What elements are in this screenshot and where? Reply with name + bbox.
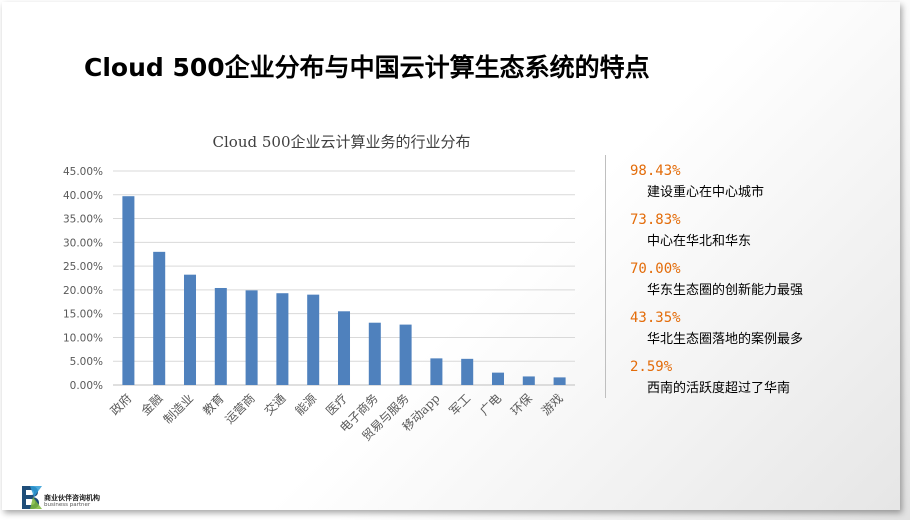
bar [214,287,227,385]
stat-desc: 华东生态圈的创新能力最强 [647,283,804,298]
company-logo-icon [22,486,42,509]
y-tick-label: 25.00% [63,261,103,273]
stat-value: 73.83% [630,212,681,228]
stat-item: 73.83% 中心在华北和华东 [630,209,890,258]
bar [307,294,320,385]
logo-subtitle: business partner [44,502,91,508]
y-tick-label: 30.00% [63,237,103,249]
stat-desc: 华北生态圈落地的案例最多 [647,332,804,347]
bar [522,376,535,385]
y-tick-label: 45.00% [63,166,103,178]
page-title: Cloud 500企业分布与中国云计算生态系统的特点 [84,53,650,82]
x-tick-label: 广电 [477,391,504,418]
x-tick-label: 游戏 [539,391,566,418]
stat-item: 2.59% 西南的活跃度超过了华南 [630,356,890,405]
x-tick-label: 制造业 [161,391,196,426]
x-tick-label: 医疗 [323,391,350,418]
bar [430,358,443,385]
x-tick-label: 政府 [107,391,135,419]
y-tick-label: 0.00% [70,380,103,392]
bar [553,377,566,385]
stat-value: 2.59% [630,359,673,375]
x-tick-label: 军工 [446,391,473,418]
bar [153,251,166,385]
stats-list: 98.43% 建设重心在中心城市 73.83% 中心在华北和华东 70.00% … [630,160,890,405]
x-tick-label: 环保 [508,391,535,418]
stat-desc: 建设重心在中心城市 [647,185,765,200]
x-tick-label: 教育 [199,391,227,419]
bar [245,290,258,385]
x-tick-label: 金融 [138,391,166,419]
stat-item: 70.00% 华东生态圈的创新能力最强 [630,258,890,307]
slide-frame [2,2,900,510]
logo-name: 商业伙伴咨询机构 [44,494,100,502]
x-tick-label: 运营商 [222,391,258,427]
bar [122,196,135,385]
y-tick-label: 40.00% [63,190,103,202]
y-tick-label: 15.00% [63,309,103,321]
divider [605,155,606,398]
stat-value: 43.35% [630,310,681,326]
bar [491,372,505,385]
stat-item: 98.43% 建设重心在中心城市 [630,160,890,209]
stat-item: 43.35% 华北生态圈落地的案例最多 [630,307,890,356]
y-tick-label: 10.00% [63,332,103,344]
bar [368,322,381,385]
y-tick-label: 35.00% [63,214,103,226]
bar [461,358,474,385]
stat-desc: 中心在华北和华东 [647,234,752,249]
bar [337,311,351,385]
stat-value: 70.00% [630,261,681,277]
stat-desc: 西南的活跃度超过了华南 [647,381,791,396]
y-tick-label: 5.00% [70,356,103,368]
chart-title: Cloud 500企业云计算业务的行业分布 [212,133,471,151]
y-tick-label: 20.00% [63,285,103,297]
bar [183,274,197,385]
bar [399,324,412,385]
x-tick-label: 交通 [261,391,289,419]
bar [276,293,289,385]
x-tick-label: 能源 [292,391,319,418]
stat-value: 98.43% [630,163,681,179]
